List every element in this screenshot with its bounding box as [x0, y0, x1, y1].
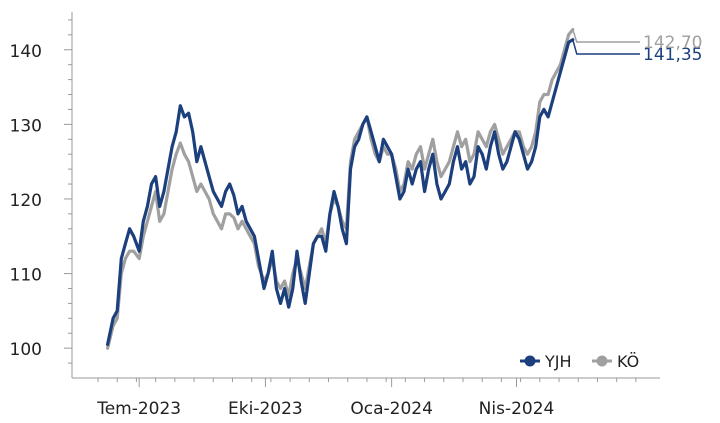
- legend-marker: [524, 355, 536, 367]
- y-tick-label: 100: [10, 340, 42, 360]
- y-tick-label: 130: [10, 116, 42, 136]
- y-tick-label: 120: [10, 191, 42, 211]
- legend-label: KÖ: [617, 352, 639, 371]
- series-layer: [105, 28, 575, 350]
- legend-item-yjh: YJH: [520, 352, 572, 371]
- end-leader-yjh: [572, 39, 640, 55]
- y-axis: 100 110 120 130 140: [10, 12, 73, 378]
- series-line-yjh: [105, 38, 575, 346]
- series-line-kö: [105, 28, 575, 350]
- x-tick-label: Nis-2024: [479, 399, 555, 419]
- x-tick-label: Eki-2023: [228, 399, 303, 419]
- legend-marker: [596, 355, 608, 367]
- end-value-label: 142,70: [643, 33, 702, 53]
- end-leader-kö: [572, 29, 640, 43]
- y-tick-label: 140: [10, 42, 42, 62]
- y-tick-label: 110: [10, 266, 42, 286]
- legend-item-kö: KÖ: [592, 352, 639, 371]
- x-tick-label: Oca-2024: [350, 399, 433, 419]
- legend-label: YJH: [544, 352, 572, 371]
- x-axis: Tem-2023 Eki-2023 Oca-2024 Nis-2024: [72, 377, 660, 419]
- legend: YJH KÖ: [520, 352, 639, 371]
- end-value-label: 141,35: [643, 45, 702, 65]
- x-tick-label: Tem-2023: [96, 399, 181, 419]
